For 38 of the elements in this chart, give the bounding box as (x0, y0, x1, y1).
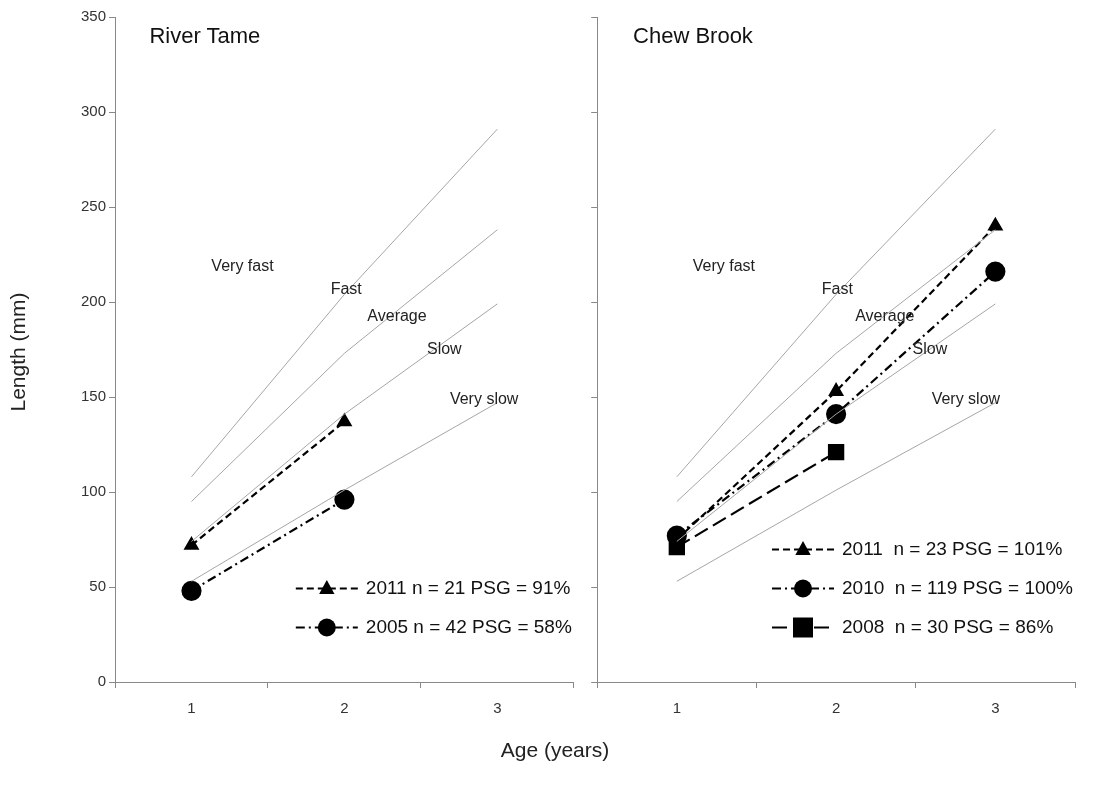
x-tick-label: 2 (831, 699, 841, 717)
legend-label: 2008 n = 30 PSG = 86% (842, 615, 1054, 637)
y-tick-label: 50 (89, 577, 107, 595)
y-tick-label: 300 (81, 102, 107, 120)
y-tick-label: 350 (81, 7, 107, 25)
x-tick-label: 1 (672, 699, 682, 717)
legend-label: 2005 n = 42 PSG = 58% (365, 615, 572, 637)
x-tick-label: 3 (991, 699, 1000, 717)
annotation: Very slow (449, 389, 519, 407)
annotation: Average (855, 306, 915, 324)
annotation: Fast (330, 280, 363, 298)
chart-title: River Tame (149, 23, 261, 49)
annotation: Very fast (211, 256, 275, 274)
point (181, 580, 202, 601)
y-tick-label: 0 (97, 672, 107, 690)
point (985, 261, 1006, 282)
y-tick-label: 100 (81, 482, 107, 500)
annotation: Very fast (692, 256, 756, 274)
legend-label: 2011 n = 21 PSG = 91% (365, 576, 571, 598)
annotation: Slow (912, 339, 948, 357)
legend-label: 2010 n = 119 PSG = 100% (842, 576, 1074, 598)
legend-label: 2011 n = 23 PSG = 101% (842, 537, 1063, 559)
point (826, 404, 847, 425)
y-tick-label: 150 (81, 387, 107, 405)
annotation: Very slow (931, 389, 1001, 407)
chart-title: Chew Brook (633, 23, 754, 49)
annotation: Fast (821, 280, 854, 298)
x-tick-label: 3 (493, 699, 502, 717)
x-axis-title: Age (years) (499, 738, 611, 762)
point (827, 443, 845, 461)
x-tick-label: 1 (187, 699, 196, 717)
y-axis-title: Length (mm) (6, 292, 30, 412)
y-tick-label: 250 (81, 197, 107, 215)
x-tick-label: 2 (340, 699, 349, 717)
annotation: Slow (426, 339, 463, 357)
y-tick-label: 200 (81, 292, 107, 310)
point (334, 489, 355, 510)
annotation: Average (367, 306, 427, 324)
